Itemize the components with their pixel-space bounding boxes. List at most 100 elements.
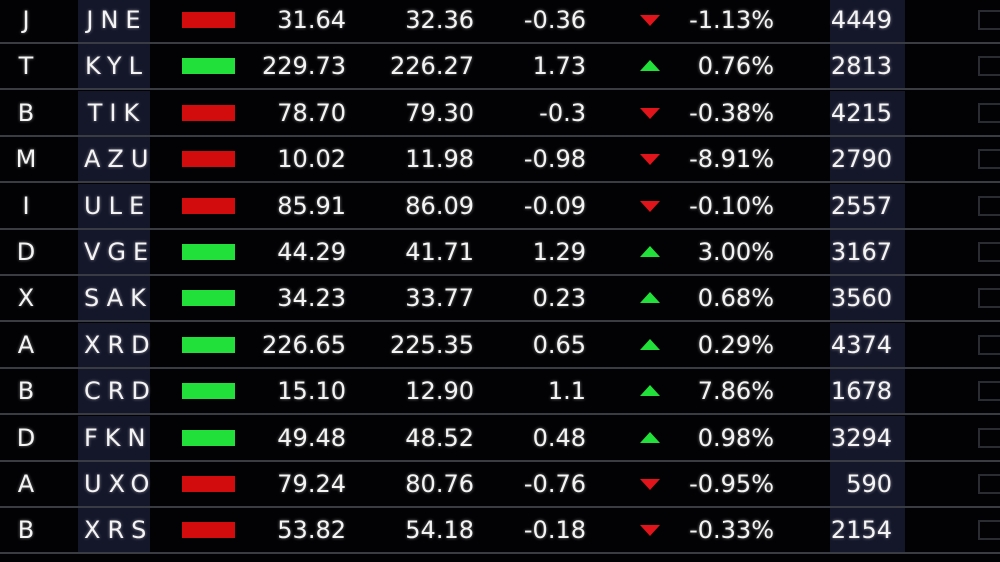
change: 1.73: [532, 52, 586, 81]
down-arrow: [640, 15, 660, 26]
price: 34.23: [277, 284, 346, 313]
symbol-box: [78, 415, 150, 460]
percent-change: -1.13%: [689, 6, 774, 34]
volume: 4374: [830, 330, 892, 359]
trend-bar: [182, 476, 235, 492]
change: 0.23: [532, 284, 586, 313]
volume-box: [830, 369, 905, 414]
ticker-row: B TIK 78.70 79.30 -0.3 -0.38% 4215: [0, 90, 1000, 137]
price: 49.48: [277, 423, 346, 452]
symbol-box: [78, 369, 150, 414]
symbol-box: [78, 183, 150, 228]
symbol-box: [78, 322, 150, 367]
up-arrow: [640, 431, 660, 443]
previous-price: 41.71: [405, 238, 474, 266]
volume-box: [830, 137, 905, 182]
up-arrow: [640, 246, 660, 257]
volume-box: [830, 322, 905, 367]
ticker-row: D VGE 44.29 41.71 1.29 3.00% 3167: [0, 230, 1000, 276]
previous-price: 11.98: [405, 145, 474, 174]
trend-bar: [182, 58, 235, 75]
change: -0.36: [523, 6, 586, 34]
percent-change: 7.86%: [697, 377, 774, 406]
volume-box: [830, 44, 905, 89]
ticker-row: X SAK 34.23 33.77 0.23 0.68% 3560: [0, 276, 1000, 323]
ticker-row: A XRD 226.65 225.35 0.65 0.29% 4374: [0, 322, 1000, 369]
change: 1.29: [532, 238, 586, 266]
previous-price: 79.30: [405, 98, 474, 127]
symbol: VGE: [84, 238, 156, 266]
symbol: XRS: [84, 516, 154, 545]
edge-box: [978, 149, 1000, 170]
edge-box: [978, 288, 1000, 309]
previous-price: 48.52: [405, 423, 474, 452]
symbol: JNE: [86, 6, 148, 34]
trend-bar: [182, 151, 235, 168]
ticker-row: I ULE 85.91 86.09 -0.09 -0.10% 2557: [0, 183, 1000, 230]
price: 229.73: [262, 52, 346, 81]
ticker-row: B XRS 53.82 54.18 -0.18 -0.33% 2154: [0, 508, 1000, 555]
percent-change: 0.76%: [697, 52, 774, 81]
up-arrow: [640, 292, 660, 304]
change: -0.3: [539, 98, 586, 127]
symbol-box: [78, 462, 150, 506]
volume: 590: [846, 470, 892, 498]
trend-bar: [182, 522, 235, 539]
volume: 3167: [830, 238, 892, 266]
row-letter: A: [17, 470, 35, 498]
symbol: SAK: [84, 284, 153, 313]
percent-change: -0.38%: [689, 98, 774, 127]
volume: 3294: [830, 423, 892, 452]
row-letter: J: [22, 6, 30, 34]
trend-bar: [182, 383, 235, 400]
volume: 1678: [830, 377, 892, 406]
symbol: ULE: [84, 191, 152, 220]
trend-bar: [182, 12, 235, 28]
symbol-box: [78, 508, 150, 553]
percent-change: -0.10%: [689, 191, 774, 220]
trend-bar: [182, 244, 235, 260]
volume-box: [830, 276, 905, 321]
change: -0.18: [523, 516, 586, 545]
previous-price: 86.09: [405, 191, 474, 220]
trend-bar: [182, 104, 235, 121]
ticker-row: B CRD 15.10 12.90 1.1 7.86% 1678: [0, 369, 1000, 416]
arrow-shape: [640, 200, 660, 212]
ticker-row: A UXO 79.24 80.76 -0.76 -0.95% 590: [0, 462, 1000, 508]
row-letter: X: [17, 284, 35, 313]
edge-box: [978, 242, 1000, 262]
volume-box: [830, 508, 905, 553]
symbol: AZU: [84, 145, 156, 174]
down-arrow: [640, 200, 660, 212]
percent-change: -8.91%: [689, 145, 774, 174]
volume: 3560: [830, 284, 892, 313]
ticker-row: M AZU 10.02 11.98 -0.98 -8.91% 2790: [0, 137, 1000, 184]
edge-box: [978, 474, 1000, 494]
ticker-row: T KYL 229.73 226.27 1.73 0.76% 2813: [0, 44, 1000, 91]
symbol: FKN: [84, 423, 153, 452]
row-letter: D: [16, 238, 36, 266]
up-arrow: [640, 385, 660, 397]
arrow-shape: [640, 107, 660, 119]
arrow-shape: [640, 292, 660, 304]
row-letter: B: [17, 377, 35, 406]
change: -0.98: [523, 145, 586, 174]
row-letter: I: [22, 191, 30, 220]
edge-box: [978, 10, 1000, 30]
edge-box: [978, 520, 1000, 541]
arrow-shape: [640, 431, 660, 443]
volume-box: [830, 462, 905, 506]
up-arrow: [640, 338, 660, 350]
price: 44.29: [277, 238, 346, 266]
down-arrow: [640, 107, 660, 119]
symbol-box: [78, 137, 150, 182]
ticker-row: J JNE 31.64 32.36 -0.36 -1.13% 4449: [0, 0, 1000, 44]
previous-price: 54.18: [405, 516, 474, 545]
symbol: CRD: [84, 377, 157, 406]
row-letter: B: [17, 98, 35, 127]
symbol-box: [78, 90, 150, 135]
down-arrow: [640, 479, 660, 490]
change: 0.48: [532, 423, 586, 452]
percent-change: -0.95%: [689, 470, 774, 498]
